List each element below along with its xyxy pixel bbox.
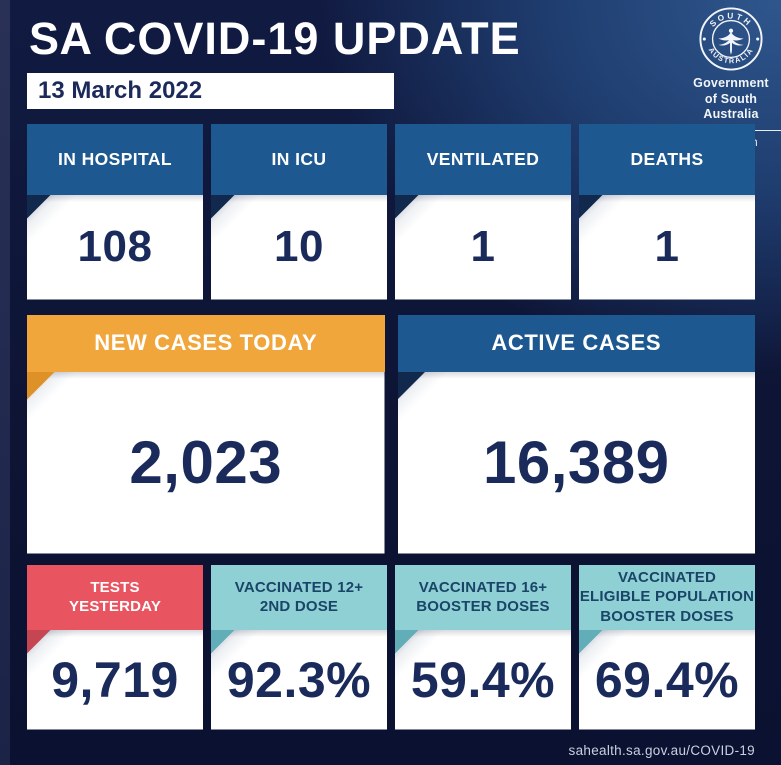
left-edge-strip	[0, 0, 10, 765]
card-header: ACTIVE CASES	[397, 314, 755, 372]
card-header: DEATHS	[579, 123, 755, 195]
date-bar: 13 March 2022	[27, 72, 394, 109]
stat-value: 69.4%	[594, 651, 740, 708]
stat-card-in-icu: IN ICU 10	[211, 123, 387, 300]
card-label: IN HOSPITAL	[58, 148, 172, 169]
stat-card-tests-yesterday: TESTS YESTERDAY 9,719	[27, 564, 203, 730]
card-label: ACTIVE CASES	[491, 330, 662, 355]
card-header: VACCINATED 16+ BOOSTER DOSES	[395, 564, 571, 630]
card-header: IN HOSPITAL	[27, 123, 203, 195]
card-label: DEATHS	[630, 148, 704, 169]
card-header: VENTILATED	[395, 123, 571, 195]
government-line2: of South Australia	[703, 91, 759, 122]
card-label: VACCINATED ELIGIBLE POPULATION BOOSTER DOS…	[579, 569, 755, 625]
stat-card-vaccinated-16plus-booster: VACCINATED 16+ BOOSTER DOSES 59.4%	[395, 564, 571, 730]
card-header: VACCINATED ELIGIBLE POPULATION BOOSTER DOS…	[579, 564, 755, 630]
card-header: NEW CASES TODAY	[27, 314, 385, 372]
stat-card-ventilated: VENTILATED 1	[395, 123, 571, 300]
stat-card-vaccinated-12plus-2nd-dose: VACCINATED 12+ 2ND DOSE 92.3%	[211, 564, 387, 730]
stat-value: 9,719	[51, 651, 179, 708]
stat-card-new-cases-today: NEW CASES TODAY 2,023	[27, 314, 385, 554]
stat-value: 108	[77, 222, 153, 271]
card-label: TESTS YESTERDAY	[68, 578, 162, 615]
stat-value: 59.4%	[410, 651, 556, 708]
card-header: TESTS YESTERDAY	[27, 564, 203, 630]
card-label: VENTILATED	[426, 148, 540, 169]
card-label: VACCINATED 16+ BOOSTER DOSES	[416, 578, 550, 615]
stat-value: 2,023	[129, 429, 283, 496]
stat-card-vaccinated-eligible-booster: VACCINATED ELIGIBLE POPULATION BOOSTER DOS…	[579, 564, 755, 730]
footer-url: sahealth.sa.gov.au/COVID-19	[568, 743, 755, 758]
government-line1: Government	[693, 76, 769, 90]
stat-card-active-cases: ACTIVE CASES 16,389	[397, 314, 755, 554]
stat-value: 1	[654, 222, 680, 271]
card-label: IN ICU	[271, 148, 327, 169]
stat-card-deaths: DEATHS 1	[579, 123, 755, 300]
stat-value: 1	[470, 222, 496, 271]
stat-value: 16,389	[482, 429, 670, 496]
sa-emblem-icon: SOUTH AUSTRALIA	[699, 7, 763, 71]
card-header: IN ICU	[211, 123, 387, 195]
card-label: VACCINATED 12+ 2ND DOSE	[234, 578, 364, 615]
card-label: NEW CASES TODAY	[94, 330, 318, 355]
card-header: VACCINATED 12+ 2ND DOSE	[211, 564, 387, 630]
stat-card-in-hospital: IN HOSPITAL 108	[27, 123, 203, 300]
government-wordmark: Government of South Australia	[681, 76, 781, 123]
stat-value: 92.3%	[226, 651, 372, 708]
date-text: 13 March 2022	[38, 76, 203, 104]
stat-value: 10	[274, 222, 324, 271]
title-prefix: SA	[29, 13, 91, 64]
page-title: SA COVID-19 UPDATE	[29, 14, 755, 64]
title-main: COVID-19 UPDATE	[103, 13, 521, 64]
